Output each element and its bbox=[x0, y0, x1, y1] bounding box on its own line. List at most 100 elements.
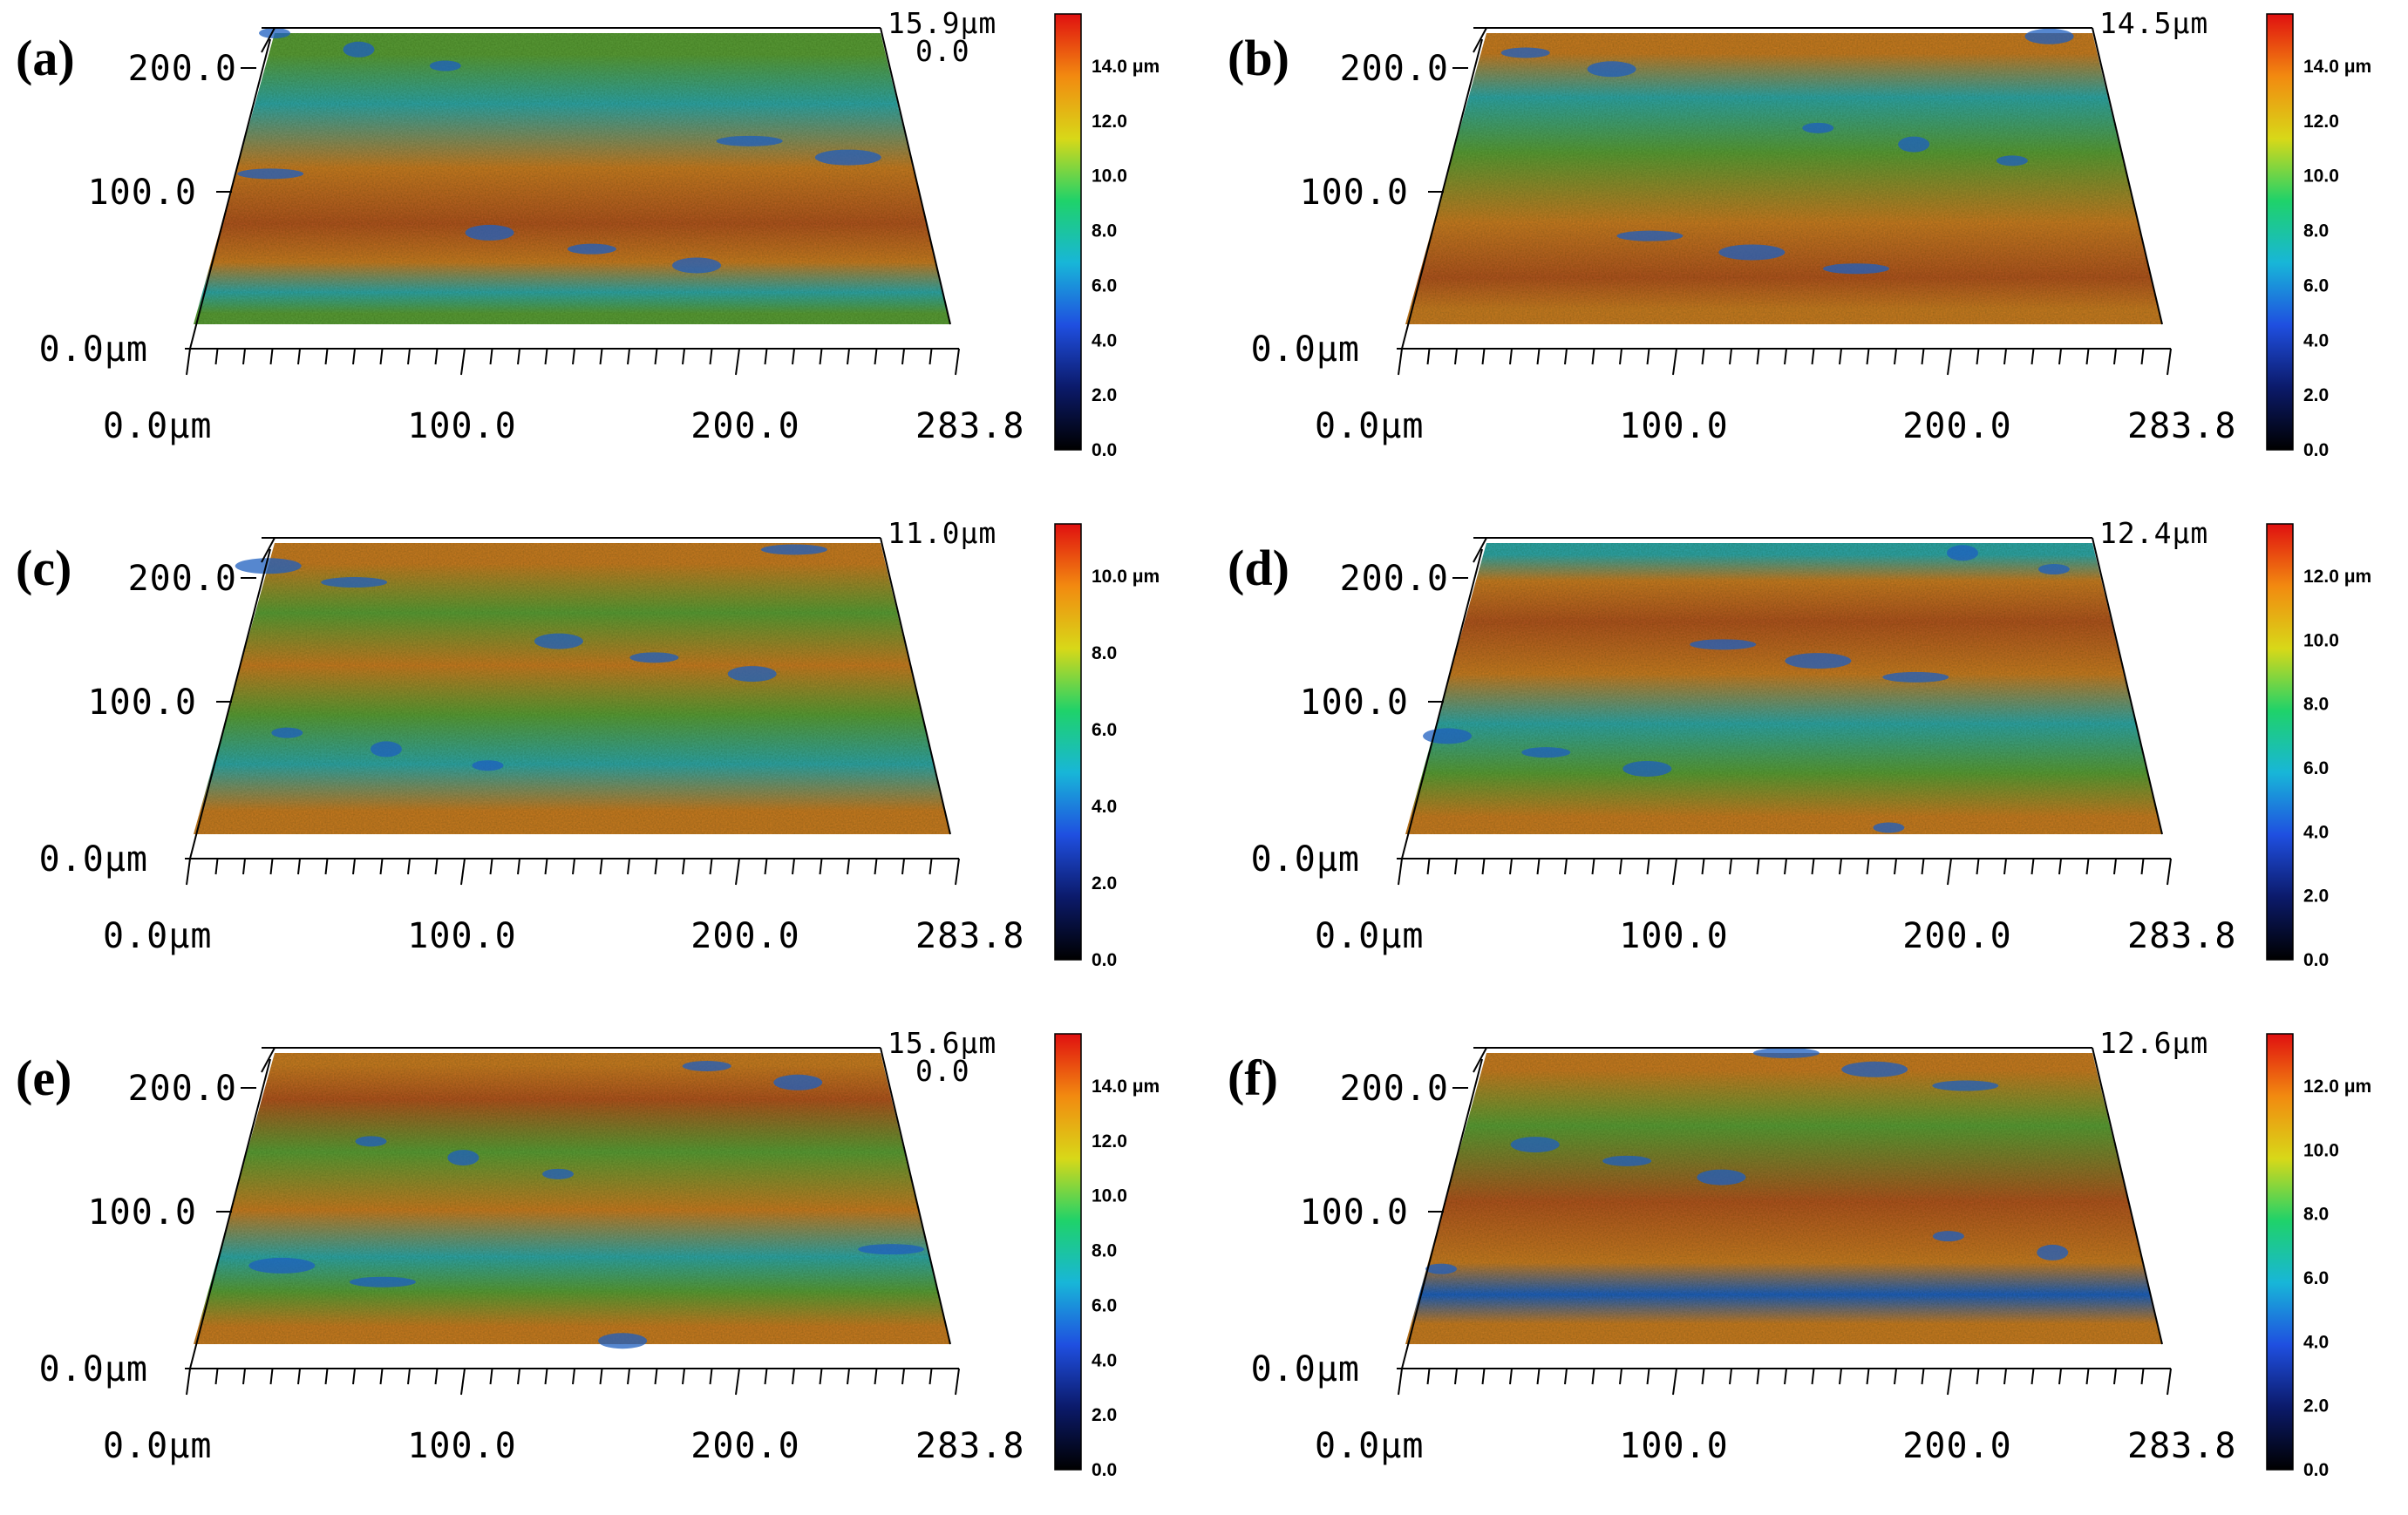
x-tick-label: 200.0 bbox=[1902, 916, 2011, 956]
colorbar-tick-label: 2.0 bbox=[2303, 385, 2329, 405]
height-map-surface bbox=[1405, 33, 2162, 324]
colorbar-tick-label: 12.0 bbox=[1092, 1131, 1127, 1152]
x-tick-label: 200.0 bbox=[1902, 1426, 2011, 1466]
panel-label: (e) bbox=[16, 1050, 71, 1106]
x-tick-label: 200.0 bbox=[690, 1426, 799, 1466]
colorbar-tick-label: 8.0 bbox=[2303, 695, 2329, 715]
colorbar-tick-label: 0.0 bbox=[1092, 1460, 1117, 1480]
colorbar-tick-label: 8.0 bbox=[2303, 1205, 2329, 1225]
surface-panel-e: (e) 200.0 100.0 0.0μm 0.0μm 100.0 200.0 283.8 15… bbox=[0, 1020, 1203, 1515]
colorbar-tick-label: 4.0 bbox=[2303, 822, 2329, 842]
y-tick-label: 200.0 bbox=[1340, 559, 1449, 599]
y-tick-label: 0.0μm bbox=[1251, 329, 1360, 370]
colorbar-tick-label: 12.0 μm bbox=[2303, 567, 2371, 587]
x-tick-label: 283.8 bbox=[915, 1426, 1024, 1466]
x-tick-label: 100.0 bbox=[1619, 406, 1728, 446]
y-tick-label: 200.0 bbox=[128, 559, 237, 599]
colorbar-tick-label: 4.0 bbox=[1092, 330, 1117, 350]
y-tick-label: 100.0 bbox=[1300, 683, 1409, 723]
x-tick-label: 0.0μm bbox=[103, 916, 212, 956]
height-map-surface bbox=[194, 543, 950, 834]
surface-plot-2: (c) 200.0 100.0 0.0μm 0.0μm 100.0 200.0 283.8 11… bbox=[16, 516, 1160, 970]
surface-panel-b: (b) 200.0 100.0 0.0μm 0.0μm 100.0 200.0 283.8 14… bbox=[1212, 0, 2408, 495]
x-tick-label: 0.0μm bbox=[1315, 1426, 1424, 1466]
y-tick-label: 0.0μm bbox=[1251, 1349, 1360, 1389]
x-tick-label: 0.0μm bbox=[1315, 406, 1424, 446]
surface-pits bbox=[1425, 1048, 2069, 1274]
colorbar-tick-label: 10.0 μm bbox=[1092, 567, 1160, 587]
colorbar-tick-label: 10.0 bbox=[2303, 1140, 2339, 1160]
x-tick-label: 100.0 bbox=[407, 406, 516, 446]
surface-pits bbox=[248, 1061, 925, 1349]
surface-panel-f: (f) 200.0 100.0 0.0μm 0.0μm 100.0 200.0 283.8 12… bbox=[1212, 1020, 2408, 1515]
y-tick-label: 100.0 bbox=[1300, 173, 1409, 213]
colorbar-tick-label: 6.0 bbox=[1092, 1295, 1117, 1315]
colorbar-tick-label: 6.0 bbox=[2303, 1268, 2329, 1288]
height-map-surface bbox=[1405, 1053, 2162, 1344]
x-tick-label: 283.8 bbox=[2127, 916, 2236, 956]
panel-label: (c) bbox=[16, 540, 71, 596]
surface-plot-5: (f) 200.0 100.0 0.0μm 0.0μm 100.0 200.0 283.8 12… bbox=[1228, 1026, 2371, 1480]
colorbar bbox=[1055, 524, 1081, 960]
panel-label: (f) bbox=[1228, 1050, 1278, 1106]
y-tick-label: 100.0 bbox=[1300, 1192, 1409, 1233]
y-tick-label: 200.0 bbox=[128, 1069, 237, 1109]
colorbar-tick-label: 14.0 μm bbox=[1092, 57, 1160, 77]
z-min-label: 0.0 bbox=[915, 34, 970, 68]
colorbar-tick-label: 0.0 bbox=[1092, 950, 1117, 970]
colorbar bbox=[2267, 14, 2293, 450]
panel-label: (b) bbox=[1228, 30, 1289, 86]
y-tick-label: 200.0 bbox=[128, 49, 237, 89]
z-max-label: 15.9μm bbox=[888, 6, 997, 40]
x-tick-label: 0.0μm bbox=[1315, 916, 1424, 956]
colorbar-tick-label: 14.0 μm bbox=[2303, 57, 2371, 77]
panel-label: (d) bbox=[1228, 540, 1289, 596]
colorbar-tick-label: 2.0 bbox=[2303, 1396, 2329, 1416]
surface-plot-0: (a) 200.0 100.0 0.0μm 0.0μm 100.0 200.0 283.8 15… bbox=[16, 6, 1160, 460]
colorbar bbox=[2267, 524, 2293, 960]
colorbar-tick-label: 12.0 μm bbox=[2303, 1077, 2371, 1097]
x-tick-label: 200.0 bbox=[1902, 406, 2011, 446]
y-tick-label: 0.0μm bbox=[1251, 839, 1360, 880]
x-tick-label: 200.0 bbox=[690, 916, 799, 956]
y-tick-label: 200.0 bbox=[1340, 1069, 1449, 1109]
y-tick-label: 100.0 bbox=[88, 683, 197, 723]
colorbar-tick-label: 4.0 bbox=[2303, 1332, 2329, 1352]
x-tick-label: 0.0μm bbox=[103, 1426, 212, 1466]
x-tick-label: 100.0 bbox=[1619, 1426, 1728, 1466]
colorbar-tick-label: 2.0 bbox=[2303, 887, 2329, 907]
colorbar bbox=[1055, 14, 1081, 450]
colorbar-tick-label: 2.0 bbox=[1092, 1405, 1117, 1425]
colorbar-tick-label: 6.0 bbox=[2303, 758, 2329, 778]
x-tick-label: 100.0 bbox=[407, 1426, 516, 1466]
y-tick-label: 100.0 bbox=[88, 173, 197, 213]
z-max-label: 11.0μm bbox=[888, 516, 997, 550]
y-tick-label: 0.0μm bbox=[39, 1349, 148, 1389]
x-tick-label: 0.0μm bbox=[103, 406, 212, 446]
colorbar-tick-label: 0.0 bbox=[2303, 1460, 2329, 1480]
x-tick-label: 283.8 bbox=[915, 406, 1024, 446]
x-tick-label: 283.8 bbox=[2127, 406, 2236, 446]
z-max-label: 15.6μm bbox=[888, 1026, 997, 1060]
height-map-surface bbox=[194, 33, 950, 324]
surface-plot-3: (d) 200.0 100.0 0.0μm 0.0μm 100.0 200.0 283.8 12… bbox=[1228, 516, 2371, 970]
colorbar-tick-label: 10.0 bbox=[1092, 166, 1127, 187]
colorbar-tick-label: 10.0 bbox=[1092, 1186, 1127, 1206]
surface-pits bbox=[237, 28, 881, 274]
height-map-surface bbox=[194, 1053, 950, 1344]
colorbar-tick-label: 8.0 bbox=[2303, 221, 2329, 241]
y-tick-label: 0.0μm bbox=[39, 329, 148, 370]
y-tick-label: 100.0 bbox=[88, 1192, 197, 1233]
colorbar-tick-label: 12.0 bbox=[1092, 112, 1127, 132]
colorbar-tick-label: 4.0 bbox=[2303, 330, 2329, 350]
y-tick-label: 0.0μm bbox=[39, 839, 148, 880]
y-tick-label: 200.0 bbox=[1340, 49, 1449, 89]
z-max-label: 12.4μm bbox=[2099, 516, 2208, 550]
colorbar-tick-label: 8.0 bbox=[1092, 1241, 1117, 1261]
x-tick-label: 100.0 bbox=[1619, 916, 1728, 956]
colorbar-tick-label: 4.0 bbox=[1092, 797, 1117, 817]
z-max-label: 14.5μm bbox=[2099, 6, 2208, 40]
colorbar-tick-label: 2.0 bbox=[1092, 385, 1117, 405]
colorbar-tick-label: 12.0 bbox=[2303, 112, 2339, 132]
z-max-label: 12.6μm bbox=[2099, 1026, 2208, 1060]
